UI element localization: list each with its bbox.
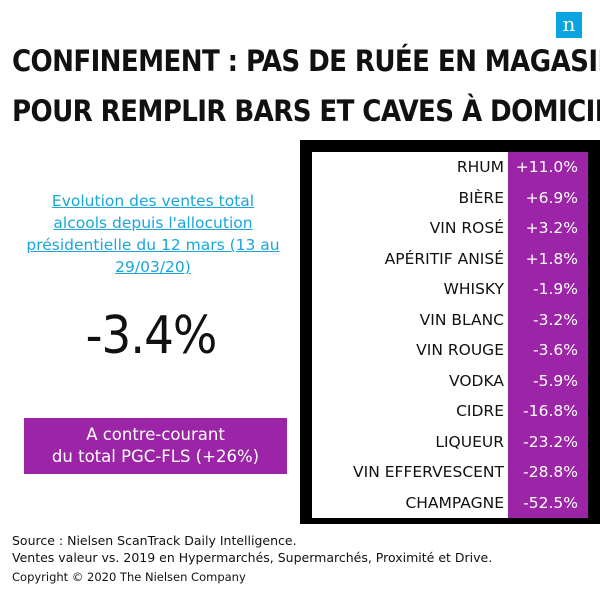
category-value: -1.9%: [533, 280, 578, 298]
total-change-value: -3.4%: [85, 306, 218, 366]
footer-note: Ventes valeur vs. 2019 en Hypermarchés, …: [12, 550, 493, 565]
category-value: -28.8%: [523, 463, 578, 481]
category-value: -5.9%: [533, 371, 578, 390]
footer: Source : Nielsen ScanTrack Daily Intelli…: [12, 532, 592, 586]
category-label: VIN BLANC: [419, 310, 504, 329]
table-row: APÉRITIF ANISÉ +1.8%: [312, 244, 588, 275]
table-row: VODKA -5.9%: [312, 366, 588, 397]
evolution-description[interactable]: Evolution des ventes total alcools depui…: [26, 192, 280, 276]
category-value: -16.8%: [523, 402, 578, 420]
headline: CONFINEMENT : PAS DE RUÉE EN MAGASIN POU…: [12, 36, 600, 136]
category-label: APÉRITIF ANISÉ: [384, 249, 504, 268]
footer-copyright: Copyright © 2020 The Nielsen Company: [12, 570, 246, 584]
category-table: RHUM +11.0% BIÈRE +6.9% VIN ROSÉ +3.2% APÉRITI…: [312, 152, 588, 518]
table-row: RHUM +11.0%: [312, 152, 588, 183]
table-row: VIN EFFERVESCENT -28.8%: [312, 457, 588, 488]
callout-box: A contre-courant du total PGC-FLS (+26%): [24, 418, 287, 474]
category-label: BIÈRE: [458, 188, 504, 207]
table-row: WHISKY -1.9%: [312, 274, 588, 305]
category-label: VIN ROSÉ: [429, 219, 504, 237]
category-label: VIN ROUGE: [416, 341, 504, 359]
table-row: VIN ROSÉ +3.2%: [312, 213, 588, 244]
footer-source: Source : Nielsen ScanTrack Daily Intelli…: [12, 533, 297, 548]
category-label: RHUM: [456, 158, 504, 176]
category-label: CIDRE: [456, 402, 504, 420]
callout-line-1: A contre-courant: [86, 425, 225, 444]
table-frame: RHUM +11.0% BIÈRE +6.9% VIN ROSÉ +3.2% APÉRITI…: [300, 140, 600, 524]
category-value: +6.9%: [525, 188, 578, 207]
table-row: CIDRE -16.8%: [312, 396, 588, 427]
category-label: LIQUEUR: [435, 432, 504, 451]
table-row: VIN ROUGE -3.6%: [312, 335, 588, 366]
nielsen-logo: n: [556, 12, 582, 38]
category-value: +11.0%: [515, 158, 578, 176]
category-label: WHISKY: [443, 280, 504, 298]
category-value: -52.5%: [523, 493, 578, 512]
values-column: [508, 152, 588, 518]
category-label: CHAMPAGNE: [405, 493, 504, 512]
table-row: VIN BLANC -3.2%: [312, 305, 588, 336]
category-value: +1.8%: [525, 249, 578, 268]
table-row: LIQUEUR -23.2%: [312, 427, 588, 458]
category-value: +3.2%: [525, 219, 578, 237]
headline-line-1: CONFINEMENT : PAS DE RUÉE EN MAGASIN: [12, 44, 600, 78]
category-value: -3.2%: [533, 310, 578, 329]
headline-line-2: POUR REMPLIR BARS ET CAVES À DOMICILE: [12, 94, 600, 128]
category-label: VODKA: [449, 371, 504, 390]
category-value: -3.6%: [533, 341, 578, 359]
callout-line-2: du total PGC-FLS (+26%): [51, 447, 260, 466]
table-row: BIÈRE +6.9%: [312, 183, 588, 214]
category-value: -23.2%: [523, 432, 578, 451]
category-label: VIN EFFERVESCENT: [353, 463, 504, 481]
table-row: CHAMPAGNE -52.5%: [312, 488, 588, 519]
